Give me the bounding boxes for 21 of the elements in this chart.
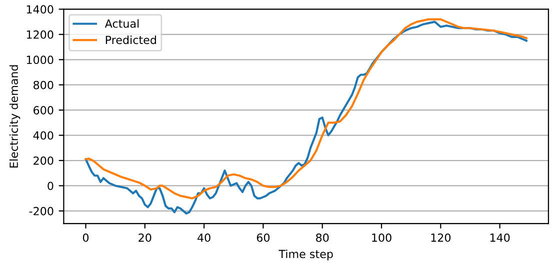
legend-label: Predicted xyxy=(106,36,156,44)
x-tick-label: 140 xyxy=(490,233,510,242)
y-tick-label: -200 xyxy=(29,206,54,216)
y-tick-label: 200 xyxy=(34,156,54,165)
y-tick-label: 1000 xyxy=(26,56,54,64)
x-tick-label: 60 xyxy=(256,233,270,242)
x-tick-label: 0 xyxy=(82,233,89,242)
x-tick-label: 80 xyxy=(316,233,329,242)
x-axis-title: Time step xyxy=(278,250,333,260)
y-tick-label: 800 xyxy=(34,80,54,90)
x-tick-label: 100 xyxy=(372,233,392,242)
y-tick-label: 600 xyxy=(34,106,54,114)
y-tick-label: 400 xyxy=(33,131,54,140)
y-axis-title: Electricity demand xyxy=(9,65,20,168)
y-tick-label: 1400 xyxy=(26,5,54,14)
y-tick-label: 1200 xyxy=(26,30,54,39)
x-tick-label: 20 xyxy=(138,233,152,242)
x-tick-label: 120 xyxy=(431,233,451,242)
x-tick-label: 40 xyxy=(198,233,210,242)
y-tick-label: 0 xyxy=(48,182,54,190)
legend-label: Actual xyxy=(104,19,139,28)
